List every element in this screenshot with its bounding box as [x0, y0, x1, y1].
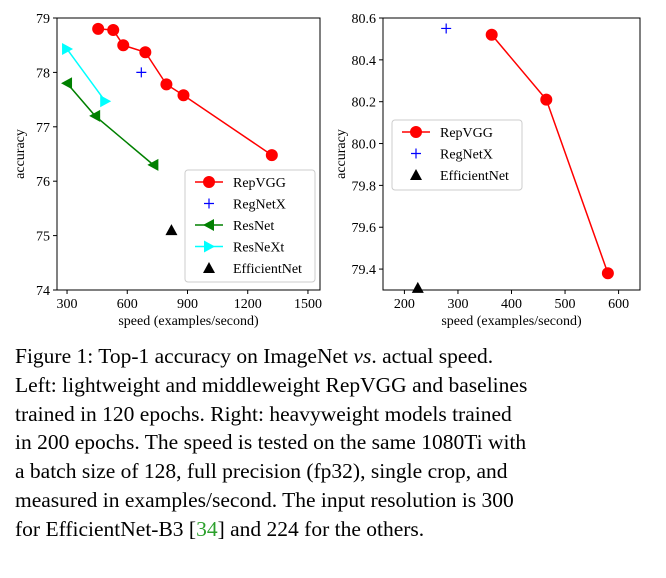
data-point: [139, 46, 152, 59]
legend-box: [391, 119, 523, 191]
y-tick-label: 80.6: [352, 12, 377, 27]
legend-label: EfficientNet: [233, 262, 302, 277]
series-regnetx: [136, 67, 147, 78]
legend-label: EfficientNet: [440, 169, 509, 184]
legend-label: RegNetX: [440, 148, 493, 163]
caption-line-7: for EfficientNet-B3 [34] and 224 for the…: [15, 515, 653, 544]
data-point: [92, 22, 105, 35]
citation-link[interactable]: 34: [196, 516, 218, 541]
caption-line-5: a batch size of 128, full precision (fp3…: [15, 459, 508, 484]
data-point: [89, 109, 101, 122]
data-point: [485, 28, 498, 41]
series-line: [66, 48, 106, 102]
caption-line-4: in 200 epochs. The speed is tested on th…: [15, 430, 527, 455]
x-tick-label: 1500: [294, 297, 322, 312]
legend-marker: [203, 176, 215, 188]
legend-marker: [410, 126, 422, 138]
y-tick-label: 80.0: [352, 138, 377, 153]
data-point: [165, 224, 178, 236]
data-point: [100, 95, 112, 108]
caption-vs: vs: [353, 344, 372, 368]
y-tick-label: 79.6: [352, 221, 377, 236]
series-resnet: [61, 77, 159, 171]
x-tick-label: 300: [57, 297, 78, 312]
y-tick-label: 80.4: [352, 54, 377, 69]
series-efficientnet: [411, 281, 424, 293]
series-line: [66, 82, 154, 166]
caption-text: ] and 224 for the others.: [217, 516, 425, 541]
legend-marker: [411, 148, 421, 159]
y-tick-label: 76: [36, 175, 50, 190]
data-point: [601, 267, 614, 280]
legend-label: ResNeXt: [233, 241, 284, 256]
data-point: [177, 89, 190, 102]
series-regnetx: [441, 23, 452, 34]
x-axis-label: speed (examples/second): [118, 314, 259, 329]
y-tick-label: 75: [36, 230, 50, 245]
legend-marker: [410, 169, 422, 180]
caption-text: for EfficientNet-B3 [: [15, 516, 197, 541]
y-axis-label: accuracy: [334, 129, 349, 179]
x-tick-label: 200: [394, 297, 415, 312]
data-point: [540, 93, 553, 106]
data-point: [107, 23, 120, 36]
legend-label: RepVGG: [440, 126, 493, 141]
y-tick-label: 79: [36, 12, 50, 27]
legend-marker: [203, 219, 214, 231]
y-tick-label: 78: [36, 66, 50, 81]
x-tick-label: 500: [555, 297, 576, 312]
legend-marker: [203, 262, 215, 273]
data-point: [265, 149, 278, 162]
x-tick-label: 600: [608, 297, 629, 312]
x-tick-label: 400: [501, 297, 522, 312]
caption-line-1: Figure 1: Top-1 accuracy on ImageNet vs.…: [15, 342, 653, 371]
y-tick-label: 79.8: [352, 179, 377, 194]
series-repvgg: [92, 22, 278, 162]
legend: RepVGG RegNetX EfficientNet: [391, 119, 523, 191]
x-axis-label: speed (examples/second): [441, 314, 582, 329]
series-efficientnet: [165, 224, 178, 236]
caption-line-6: measured in examples/second. The input r…: [15, 487, 514, 512]
y-tick-label: 80.2: [352, 96, 377, 111]
caption-text: Figure 1: Top-1 accuracy on ImageNet: [15, 344, 354, 368]
series-repvgg: [485, 28, 614, 280]
caption-text: . actual speed.: [371, 344, 494, 368]
x-tick-label: 300: [447, 297, 468, 312]
legend-label: ResNet: [233, 219, 274, 234]
data-point: [147, 158, 159, 171]
figure-svg: 300 600 900 1200 1500 74 75 76 77 78 79 speed (exam…: [13, 12, 641, 329]
legend-label: RepVGG: [233, 176, 286, 191]
legend: RepVGG RegNetX ResNet ResNeXt EfficientNet: [184, 169, 316, 283]
data-point: [160, 78, 173, 91]
figure-caption: Figure 1: Top-1 accuracy on ImageNet vs.…: [15, 342, 653, 544]
legend-marker: [204, 198, 214, 209]
plot-frame: [56, 17, 321, 291]
chart-2: 200 300 400 500 600 79.4 79.6 79.8 80.0 80.2 80.4 8…: [334, 12, 641, 329]
y-tick-label: 74: [36, 284, 50, 299]
data-point: [61, 77, 73, 90]
legend-label: RegNetX: [233, 198, 286, 213]
data-point: [136, 67, 147, 78]
y-axis-label: accuracy: [13, 129, 28, 179]
x-tick-label: 600: [117, 297, 138, 312]
series-resnext: [62, 43, 112, 108]
caption-line-3: trained in 120 epochs. Right: heavyweigh…: [15, 401, 512, 426]
legend-box: [184, 169, 316, 283]
y-tick-label: 77: [36, 121, 50, 136]
x-tick-label: 900: [177, 297, 198, 312]
data-point: [117, 39, 130, 52]
legend-marker: [204, 240, 215, 253]
data-point: [411, 281, 424, 293]
data-point: [62, 43, 74, 56]
x-tick-label: 1200: [234, 297, 262, 312]
y-tick-label: 79.4: [352, 263, 377, 278]
figure: 300 600 900 1200 1500 74 75 76 77 78 79 speed (exam…: [13, 12, 641, 329]
chart-1: 300 600 900 1200 1500 74 75 76 77 78 79 speed (exam…: [13, 12, 322, 329]
caption-line-2: Left: lightweight and middleweight RepVG…: [15, 372, 528, 397]
data-point: [441, 23, 452, 34]
